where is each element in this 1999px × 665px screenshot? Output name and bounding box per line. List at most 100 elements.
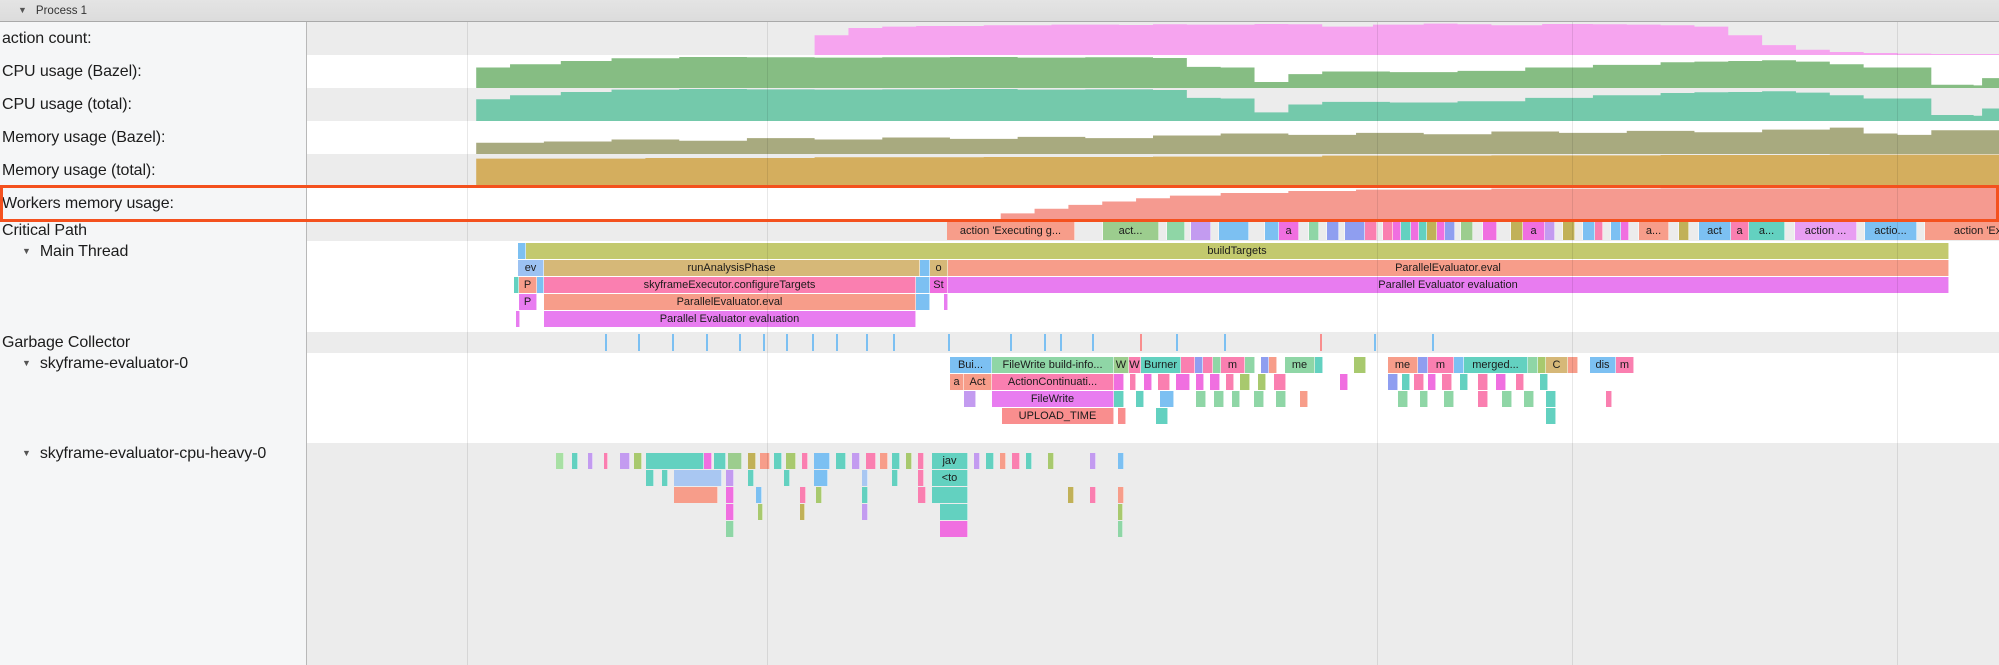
skyframe0-row1-block-unlabeled[interactable] [1114, 374, 1124, 390]
skyframe0-row0-block-unlabeled[interactable] [1269, 357, 1277, 373]
skyframe0-row1-block-unlabeled[interactable] [1196, 374, 1204, 390]
critical-path-block-unlabeled[interactable] [1427, 221, 1437, 240]
skyframecpu-row2-block-unlabeled[interactable] [800, 487, 806, 503]
skyframe0-row1-block-unlabeled[interactable] [1414, 374, 1424, 390]
critical-path-block-unlabeled[interactable] [1393, 221, 1401, 240]
track-critical-path[interactable]: action 'Executing g... act... a a a... act a a.… [307, 220, 1999, 241]
skyframecpu-row0-block[interactable]: jav [932, 453, 968, 469]
gc-event-tick[interactable] [672, 334, 674, 351]
critical-path-block-unlabeled[interactable] [1445, 221, 1455, 240]
gc-event-tick[interactable] [948, 334, 950, 351]
skyframe0-row3-block-unlabeled[interactable] [1118, 408, 1126, 424]
skyframe0-row1-block-unlabeled[interactable] [1442, 374, 1452, 390]
critical-path-block-unlabeled[interactable] [1339, 221, 1345, 240]
skyframe0-row0-block[interactable]: me [1388, 357, 1418, 373]
skyframe0-row1-block-unlabeled[interactable] [1226, 374, 1234, 390]
gc-event-tick[interactable] [605, 334, 607, 351]
critical-path-block-unlabeled[interactable] [1377, 221, 1383, 240]
skyframe0-row0-block-unlabeled[interactable] [1354, 357, 1366, 373]
critical-path-block-unlabeled[interactable] [1473, 221, 1483, 240]
critical-path-block-unlabeled[interactable] [1603, 221, 1611, 240]
critical-path-block-unlabeled[interactable] [1461, 221, 1473, 240]
triangle-down-icon[interactable]: ▼ [18, 5, 27, 15]
skyframecpu-row0-block-unlabeled[interactable] [974, 453, 980, 469]
main-thread-row3-block[interactable]: ParallelEvaluator.eval [544, 294, 916, 310]
critical-path-block-unlabeled[interactable] [1629, 221, 1639, 240]
skyframe0-row2-block-unlabeled[interactable] [1444, 391, 1454, 407]
skyframecpu-row0-block-unlabeled[interactable] [1026, 453, 1032, 469]
skyframecpu-row1-block-unlabeled[interactable] [674, 470, 722, 486]
skyframecpu-row0-block-unlabeled[interactable] [572, 453, 578, 469]
skyframe0-row0-block-unlabeled[interactable] [1195, 357, 1203, 373]
skyframecpu-row0-block-unlabeled[interactable] [1048, 453, 1054, 469]
skyframe0-row1-block-unlabeled[interactable] [1176, 374, 1190, 390]
critical-path-block-unlabeled[interactable] [1319, 221, 1327, 240]
gc-event-tick[interactable] [1432, 334, 1434, 351]
critical-path-block-unlabeled[interactable] [1191, 221, 1211, 240]
main-thread-row3-block-unlabeled[interactable] [944, 294, 948, 310]
skyframe0-row2-block-unlabeled[interactable] [1196, 391, 1206, 407]
skyframecpu-row2-block-unlabeled[interactable] [862, 487, 868, 503]
skyframe0-row2-block-unlabeled[interactable] [1114, 391, 1124, 407]
gc-event-tick[interactable] [1224, 334, 1226, 351]
gc-event-tick[interactable] [1140, 334, 1142, 351]
skyframe0-row0-block-unlabeled[interactable] [1418, 357, 1428, 373]
skyframecpu-row0-block-unlabeled[interactable] [588, 453, 593, 469]
track-workers-memory-usage[interactable] [307, 187, 1999, 220]
track-memory-usage-total[interactable] [307, 154, 1999, 187]
critical-path-block-unlabeled[interactable] [1265, 221, 1279, 240]
skyframe0-row1-block-unlabeled[interactable] [1274, 374, 1286, 390]
skyframecpu-row3-block-unlabeled[interactable] [940, 504, 968, 520]
skyframecpu-row0-block-unlabeled[interactable] [728, 453, 742, 469]
skyframecpu-row0-block-unlabeled[interactable] [880, 453, 888, 469]
main-thread-row3-block-unlabeled[interactable] [916, 294, 930, 310]
main-thread-row2-block[interactable]: P [519, 277, 537, 293]
skyframecpu-row2-block-unlabeled[interactable] [1090, 487, 1096, 503]
skyframe0-row0-block-unlabeled[interactable] [1454, 357, 1464, 373]
skyframecpu-row2-block-unlabeled[interactable] [726, 487, 734, 503]
skyframecpu-row4-block-unlabeled[interactable] [940, 521, 968, 537]
track-label-skyframe-evaluator-0[interactable]: ▼ skyframe-evaluator-0 [0, 353, 188, 374]
skyframe0-row2-block-unlabeled[interactable] [1420, 391, 1428, 407]
skyframe0-row0-block[interactable]: FileWrite build-info... [992, 357, 1114, 373]
triangle-down-icon[interactable]: ▼ [22, 246, 31, 256]
skyframe0-row1-block-unlabeled[interactable] [1340, 374, 1348, 390]
skyframe0-row0-block[interactable]: merged... [1464, 357, 1528, 373]
critical-path-block-unlabeled[interactable] [1249, 221, 1265, 240]
skyframecpu-row2-block-unlabeled[interactable] [918, 487, 926, 503]
critical-path-block-unlabeled[interactable] [1689, 221, 1699, 240]
skyframecpu-row3-block-unlabeled[interactable] [726, 504, 734, 520]
skyframe0-row0-block-unlabeled[interactable] [1538, 357, 1546, 373]
triangle-down-icon[interactable]: ▼ [22, 448, 31, 458]
skyframecpu-row1-block-unlabeled[interactable] [646, 470, 654, 486]
critical-path-block-unlabeled[interactable] [1365, 221, 1377, 240]
skyframe0-row0-block-unlabeled[interactable] [1261, 357, 1269, 373]
gc-event-tick[interactable] [1374, 334, 1376, 351]
critical-path-block-unlabeled[interactable] [1299, 221, 1309, 240]
skyframecpu-row1-block-unlabeled[interactable] [662, 470, 668, 486]
critical-path-block-unlabeled[interactable] [1327, 221, 1339, 240]
critical-path-block[interactable]: action 'Executing genrule //de... [1925, 221, 1999, 240]
gc-event-tick[interactable] [638, 334, 640, 351]
skyframecpu-row4-block-unlabeled[interactable] [726, 521, 734, 537]
skyframecpu-row0-block-unlabeled[interactable] [892, 453, 900, 469]
critical-path-block[interactable]: act... [1103, 221, 1159, 240]
skyframecpu-row0-block-unlabeled[interactable] [786, 453, 796, 469]
skyframecpu-row2-block-unlabeled[interactable] [932, 487, 968, 503]
skyframe0-row0-block-unlabeled[interactable] [1315, 357, 1323, 373]
critical-path-block-unlabeled[interactable] [1575, 221, 1583, 240]
skyframe0-row0-block[interactable]: m [1221, 357, 1245, 373]
process-header[interactable]: ▼ Process 1 [0, 0, 1999, 22]
critical-path-block-unlabeled[interactable] [1483, 221, 1497, 240]
critical-path-block-unlabeled[interactable] [1411, 221, 1419, 240]
critical-path-block-unlabeled[interactable] [1219, 221, 1249, 240]
critical-path-block-unlabeled[interactable] [1075, 221, 1103, 240]
gc-event-tick[interactable] [836, 334, 838, 351]
skyframe0-row0-block[interactable]: m [1616, 357, 1634, 373]
critical-path-block-unlabeled[interactable] [1309, 221, 1319, 240]
skyframe0-row0-block-unlabeled[interactable] [1181, 357, 1195, 373]
main-thread-row1-block-unlabeled[interactable] [920, 260, 930, 276]
gc-event-tick[interactable] [893, 334, 895, 351]
skyframe0-row1-block-unlabeled[interactable] [1428, 374, 1436, 390]
skyframecpu-row3-block-unlabeled[interactable] [862, 504, 868, 520]
